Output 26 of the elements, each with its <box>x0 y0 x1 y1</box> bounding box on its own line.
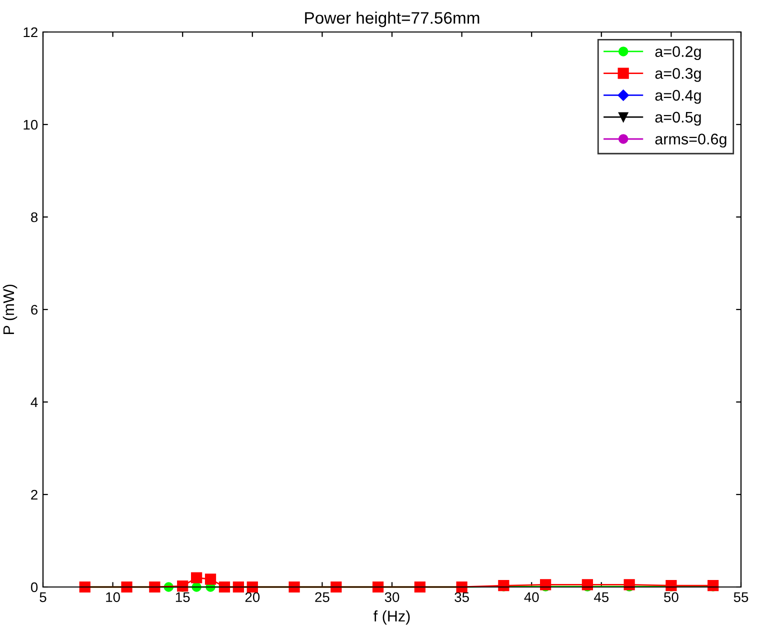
x-tick-label: 35 <box>454 592 469 602</box>
legend-label: arms=0.6g <box>655 134 726 148</box>
legend-label: a=0.4g <box>655 90 701 104</box>
x-tick-label: 20 <box>245 592 260 602</box>
legend-label: a=0.5g <box>655 112 701 126</box>
y-tick-label: 4 <box>30 397 38 408</box>
chart-title: Power height=77.56mm <box>305 12 480 28</box>
y-tick-label: 6 <box>31 304 38 315</box>
x-tick-label: 40 <box>524 592 539 602</box>
y-tick-label: 10 <box>24 120 38 130</box>
y-axis-title: P (mW) <box>2 284 18 334</box>
x-tick-label: 45 <box>594 592 609 602</box>
x-tick-label: 30 <box>384 592 400 602</box>
y-tick-label: 2 <box>31 490 38 500</box>
x-tick-label: 5 <box>40 592 46 602</box>
x-tick-label: 15 <box>176 592 190 602</box>
x-tick-label: 10 <box>106 592 120 602</box>
legend-label: a=0.3g <box>655 68 701 82</box>
y-tick-label: 12 <box>24 27 38 38</box>
y-tick-label: 8 <box>31 212 38 222</box>
y-tick-label: 0 <box>30 582 38 592</box>
x-tick-label: 55 <box>734 592 748 602</box>
x-tick-label: 25 <box>315 592 330 602</box>
x-axis-title: f (Hz) <box>374 610 410 625</box>
legend-label: a=0.2g <box>655 46 701 60</box>
x-tick-label: 50 <box>664 592 678 602</box>
